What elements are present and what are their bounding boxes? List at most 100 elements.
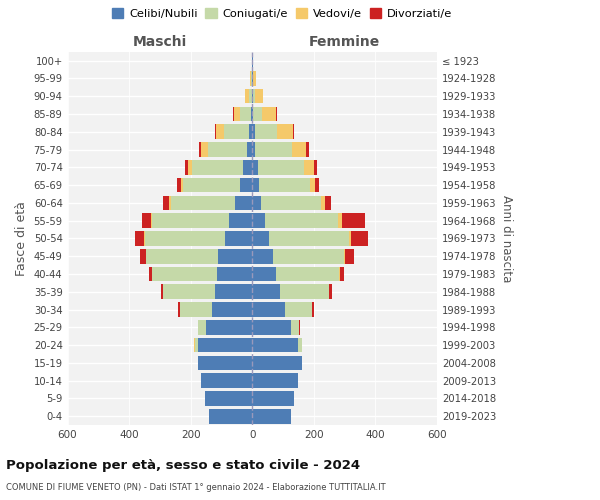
Bar xyxy=(293,124,294,139)
Bar xyxy=(325,196,331,210)
Bar xyxy=(177,178,181,192)
Bar xyxy=(252,302,284,317)
Bar xyxy=(224,124,248,139)
Bar xyxy=(206,320,252,334)
Bar xyxy=(252,231,269,246)
Bar xyxy=(329,284,332,299)
Bar xyxy=(252,89,253,104)
Bar xyxy=(312,302,314,317)
Bar xyxy=(338,214,341,228)
Bar xyxy=(252,356,302,370)
Bar xyxy=(255,124,277,139)
Bar xyxy=(349,231,351,246)
Bar xyxy=(192,160,243,174)
Bar xyxy=(234,106,240,122)
Bar xyxy=(209,409,252,424)
Bar xyxy=(194,338,199,352)
Bar xyxy=(218,249,252,264)
Bar xyxy=(185,160,188,174)
Bar xyxy=(256,142,292,157)
Bar xyxy=(252,142,256,157)
Bar xyxy=(161,284,163,299)
Bar xyxy=(252,338,298,352)
Text: Femmine: Femmine xyxy=(309,35,380,49)
Legend: Celibi/Nubili, Coniugati/e, Vedovi/e, Divorziati/e: Celibi/Nubili, Coniugati/e, Vedovi/e, Di… xyxy=(107,3,457,24)
Bar xyxy=(344,249,345,264)
Bar xyxy=(152,266,217,281)
Bar xyxy=(151,214,152,228)
Bar xyxy=(199,356,252,370)
Bar xyxy=(252,320,291,334)
Bar xyxy=(134,231,144,246)
Bar xyxy=(205,391,252,406)
Bar xyxy=(144,231,145,246)
Bar xyxy=(240,106,251,122)
Bar xyxy=(341,214,365,228)
Bar xyxy=(280,284,329,299)
Bar xyxy=(215,124,216,139)
Text: Maschi: Maschi xyxy=(133,35,187,49)
Bar xyxy=(142,214,151,228)
Bar xyxy=(145,231,224,246)
Bar xyxy=(245,89,248,104)
Bar xyxy=(198,320,199,334)
Bar xyxy=(180,302,212,317)
Bar xyxy=(169,196,170,210)
Bar xyxy=(276,106,277,122)
Bar xyxy=(163,196,169,210)
Y-axis label: Fasce di età: Fasce di età xyxy=(15,201,28,276)
Bar xyxy=(215,284,252,299)
Bar xyxy=(258,160,304,174)
Bar xyxy=(316,178,319,192)
Bar xyxy=(235,196,252,210)
Bar xyxy=(208,142,247,157)
Bar xyxy=(253,71,256,86)
Bar xyxy=(273,249,344,264)
Bar xyxy=(152,214,229,228)
Bar xyxy=(240,178,252,192)
Bar xyxy=(314,160,317,174)
Bar xyxy=(202,142,208,157)
Bar xyxy=(224,231,252,246)
Bar xyxy=(252,160,258,174)
Bar xyxy=(251,71,252,86)
Bar xyxy=(276,266,340,281)
Bar xyxy=(243,160,252,174)
Bar xyxy=(265,214,338,228)
Bar xyxy=(252,391,294,406)
Bar xyxy=(252,409,291,424)
Bar xyxy=(252,106,253,122)
Bar xyxy=(269,231,349,246)
Bar xyxy=(250,71,251,86)
Bar xyxy=(188,160,192,174)
Bar xyxy=(216,124,224,139)
Bar xyxy=(259,178,310,192)
Bar xyxy=(304,160,314,174)
Bar xyxy=(233,106,234,122)
Bar xyxy=(262,106,276,122)
Bar xyxy=(253,89,256,104)
Bar xyxy=(299,320,300,334)
Y-axis label: Anni di nascita: Anni di nascita xyxy=(500,195,513,282)
Bar xyxy=(292,142,307,157)
Bar xyxy=(202,374,252,388)
Bar xyxy=(253,106,262,122)
Bar xyxy=(252,249,273,264)
Bar xyxy=(217,266,252,281)
Bar xyxy=(351,231,368,246)
Bar xyxy=(252,266,276,281)
Bar xyxy=(199,320,206,334)
Text: COMUNE DI FIUME VENETO (PN) - Dati ISTAT 1° gennaio 2024 - Elaborazione TUTTITAL: COMUNE DI FIUME VENETO (PN) - Dati ISTAT… xyxy=(6,483,386,492)
Bar xyxy=(181,178,183,192)
Text: Popolazione per età, sesso e stato civile - 2024: Popolazione per età, sesso e stato civil… xyxy=(6,460,360,472)
Bar xyxy=(146,249,218,264)
Bar xyxy=(248,124,252,139)
Bar xyxy=(140,249,146,264)
Bar xyxy=(252,214,265,228)
Bar xyxy=(307,142,309,157)
Bar xyxy=(178,302,180,317)
Bar xyxy=(298,338,302,352)
Bar xyxy=(251,89,252,104)
Bar xyxy=(321,196,325,210)
Bar xyxy=(247,142,252,157)
